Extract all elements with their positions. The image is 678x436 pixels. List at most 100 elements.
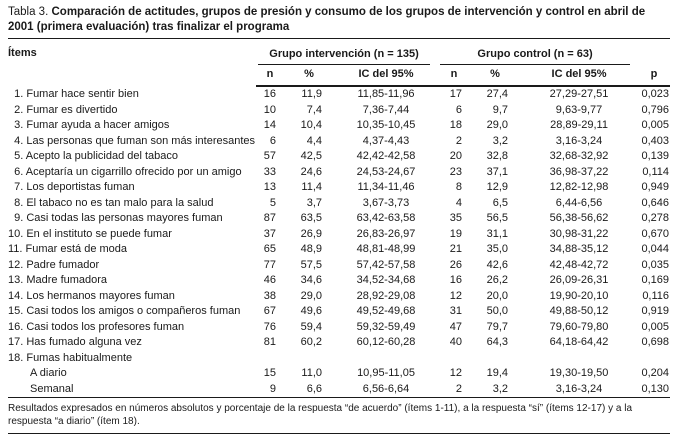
table-cell: 35	[449, 212, 463, 224]
table-body: 1. Fumar hace sentir bien 16 11,9 11,85-11,…	[8, 86, 670, 398]
table-cell: 29,0	[486, 119, 509, 131]
table-cell: 56,5	[486, 212, 509, 224]
table-row: 5. Acepto la publicidad del tabaco 57 42,5…	[8, 149, 670, 165]
table-cell: 13	[263, 181, 276, 193]
row-item-label: 10. En el instituto se puede fumar	[8, 227, 172, 240]
table-title-prefix: Tabla 3.	[8, 6, 49, 18]
table-cell: 34,88-35,12	[549, 243, 609, 255]
table-row: 7. Los deportistas fuman 13 11,4 11,34-11,4…	[8, 180, 670, 196]
table-cell: 60,12-60,28	[356, 336, 416, 348]
table-cell: 31	[449, 305, 463, 317]
items-column-header: Ítems	[8, 47, 37, 59]
table-cell: 0,044	[641, 243, 670, 255]
row-item-label: 4. Las personas que fuman son más intere…	[8, 134, 256, 147]
table-cell: 11,85-11,96	[357, 88, 415, 100]
table-cell: 9,7	[492, 103, 509, 116]
table-cell: 20	[449, 150, 463, 162]
table-cell: 63,42-63,58	[356, 212, 416, 224]
table-cell	[638, 351, 670, 367]
table-cell: 14	[263, 119, 276, 131]
table-cell: 56,38-56,62	[549, 212, 609, 224]
table-cell: 0,646	[641, 196, 670, 209]
table-cell: 3,67-3,73	[362, 196, 410, 209]
p-column-spacer	[638, 39, 670, 65]
table-cell: 10,95-11,05	[357, 367, 415, 379]
table-cell: 19,30-19,50	[549, 367, 609, 379]
table-cell: 4	[455, 196, 463, 209]
table-cell: 10,35-10,45	[356, 119, 416, 131]
row-item-label: 2. Fumar es divertido	[8, 103, 118, 116]
row-item-label: 18. Fumas habitualmente	[8, 351, 133, 364]
table-cell: 26,83-26,97	[356, 227, 416, 240]
table-cell: 57	[263, 150, 276, 162]
table-cell	[438, 351, 470, 367]
row-item-label: 15. Casi todos los amigos o compañeros f…	[8, 305, 241, 317]
table-cell: 42,48-42,72	[549, 258, 609, 271]
table-cell: 26,09-26,31	[549, 274, 609, 286]
table-cell	[284, 351, 334, 367]
table-cell: 12	[449, 367, 463, 379]
table-cell: 15	[263, 367, 276, 379]
table-cell: 34,6	[300, 274, 322, 286]
table-row: 4. Las personas que fuman son más intere…	[8, 134, 670, 150]
row-item-label: 1. Fumar hace sentir bien	[8, 87, 139, 100]
table-cell: 0,005	[641, 119, 670, 131]
table-cell: 77	[263, 258, 276, 271]
row-item-label: 8. El tabaco no es tan malo para la salu…	[8, 196, 214, 209]
table-cell: 3,16-3,24	[555, 134, 603, 147]
row-item-label: 3. Fumar ayuda a hacer amigos	[8, 119, 170, 131]
row-item-label: 16. Casi todos los profesores fuman	[8, 320, 185, 333]
row-item-label: 11. Fumar está de moda	[8, 243, 128, 255]
table-cell: 57,42-57,58	[356, 258, 416, 271]
table-cell: 37	[263, 227, 276, 240]
table-cell: 0,116	[642, 289, 670, 302]
table-title-text: Comparación de actitudes, grupos de pres…	[8, 6, 646, 33]
row-item-label: 17. Has fumado alguna vez	[8, 336, 142, 348]
table-cell: 9	[269, 382, 276, 395]
table-cell: 12	[449, 289, 463, 302]
table-cell: 20,0	[486, 289, 509, 302]
table-cell: 0,796	[641, 103, 670, 116]
table-cell: 18	[449, 119, 463, 131]
table-cell: 0,169	[641, 274, 670, 286]
table-cell: 46	[263, 274, 276, 286]
col-header-ci-intervention: IC del 95%	[334, 65, 439, 87]
table-cell: 0,023	[641, 88, 670, 100]
table-cell: 19,90-20,10	[549, 289, 609, 302]
table-cell: 8	[455, 181, 463, 193]
row-item-label: 6. Aceptaría un cigarrillo ofrecido por …	[8, 165, 242, 178]
table-row: 14. Los hermanos mayores fuman 38 29,0 28,9…	[8, 289, 670, 305]
table-cell: 6	[455, 103, 463, 116]
table-cell: 6,56-6,64	[362, 382, 410, 395]
table-cell: 87	[263, 212, 276, 224]
table-cell: 49,6	[300, 305, 322, 317]
table-cell	[520, 351, 638, 367]
table-cell: 0,698	[641, 336, 670, 348]
table-cell: 67	[263, 305, 276, 317]
table-cell: 17	[449, 88, 463, 100]
table-cell: 6,44-6,56	[555, 196, 603, 209]
table-cell: 0,919	[641, 305, 670, 317]
table-cell: 26,9	[300, 227, 322, 240]
table-row: 17. Has fumado alguna vez 81 60,2 60,12-60,…	[8, 335, 670, 351]
table-row: A diario 15 11,0 10,95-11,05 12 19,4 19,30-19,…	[8, 366, 670, 382]
table-cell: 59,4	[300, 320, 322, 333]
bottom-divider	[8, 433, 670, 434]
col-header-p: p	[638, 65, 671, 87]
row-item-label: 13. Madre fumadora	[8, 274, 108, 286]
table-cell: 11,4	[301, 181, 322, 193]
col-header-n-intervention: n	[256, 65, 284, 87]
table-row: 2. Fumar es divertido 10 7,4 7,36-7,44 6 9,7 9…	[8, 103, 670, 119]
table-cell: 63,5	[300, 212, 322, 224]
table-cell: 28,89-29,11	[550, 119, 608, 131]
row-item-label: Semanal	[30, 382, 74, 395]
table-cell: 26	[449, 258, 463, 271]
table-cell: 24,6	[300, 165, 322, 178]
table-cell: 50,0	[486, 305, 509, 317]
table-cell: 11,34-11,46	[357, 181, 415, 193]
table-cell: 24,53-24,67	[356, 165, 416, 178]
table-cell: 19	[449, 227, 463, 240]
table-row: 10. En el instituto se puede fumar 37 26,9…	[8, 227, 670, 243]
table-cell: 3,2	[492, 134, 509, 147]
